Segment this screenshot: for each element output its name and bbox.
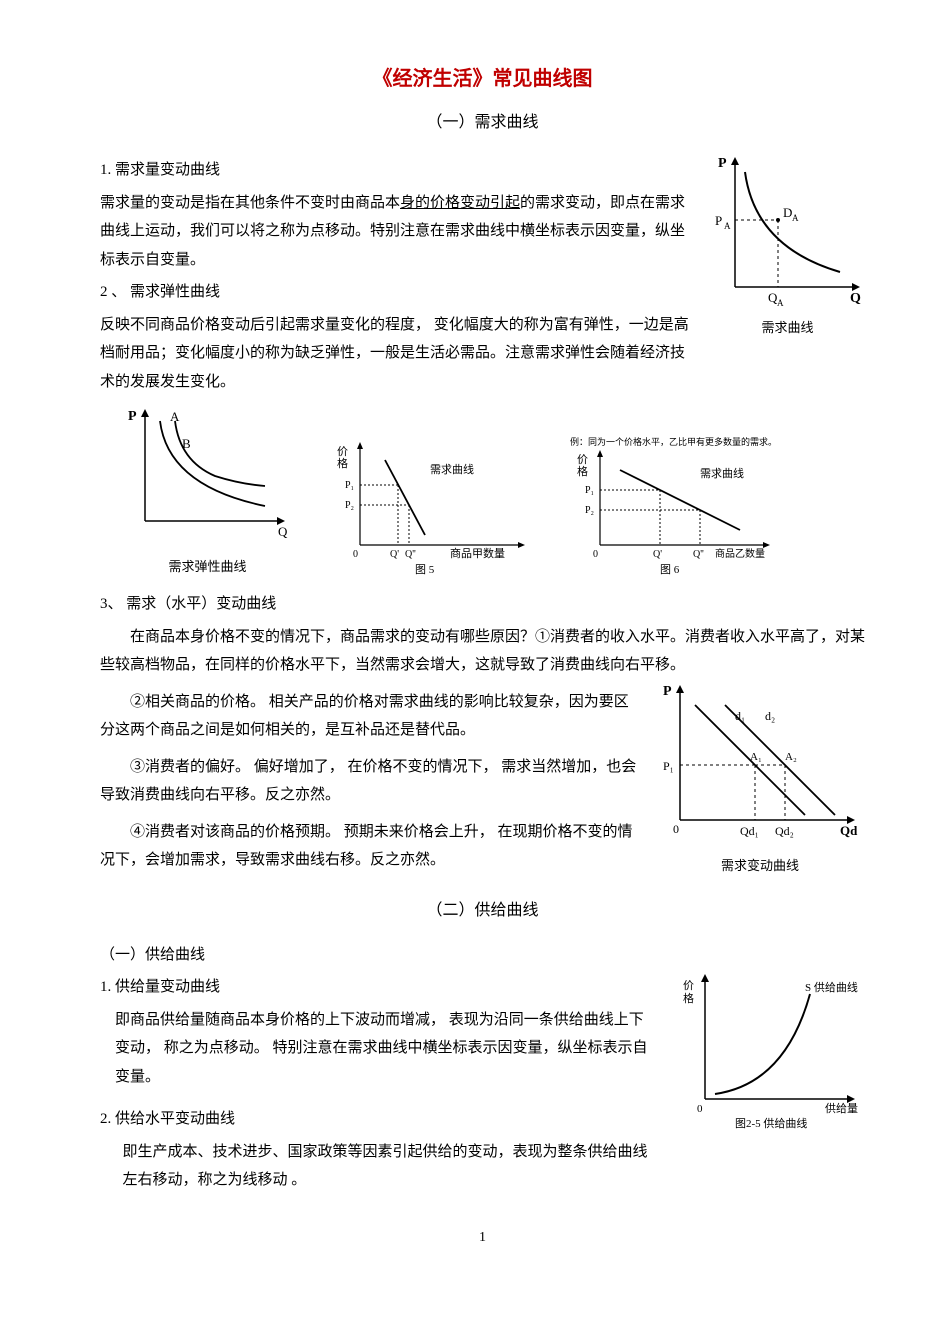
fig5-demand-shift: d₁ d₂ A₁ A₂ P P₁ 0 Qd₁ Qd₂ Qd 需求变动曲线	[655, 680, 865, 879]
fig1-svg: P PA DA QA Q	[710, 152, 865, 312]
svg-text:0: 0	[673, 822, 679, 836]
svg-text:价: 价	[337, 445, 348, 458]
svg-text:S 供给曲线: S 供给曲线	[805, 980, 858, 994]
fig3-svg: 需求曲线 价格 P₁ P₂ 0 Q' Q'' 商品甲数量 图 5	[325, 435, 535, 580]
fig1-demand-curve: P PA DA QA Q 需求曲线	[710, 152, 865, 341]
svg-text:图 6: 图 6	[660, 563, 680, 576]
fig3-good-a: 需求曲线 价格 P₁ P₂ 0 Q' Q'' 商品甲数量 图 5	[325, 435, 535, 580]
svg-text:价: 价	[683, 979, 694, 992]
svg-text:P: P	[663, 684, 672, 699]
svg-text:Q': Q'	[653, 549, 662, 560]
page-title: 《经济生活》常见曲线图	[100, 60, 865, 98]
svg-text:P₂: P₂	[585, 505, 594, 516]
svg-text:Q: Q	[850, 291, 861, 306]
p2s2-line: 2. 供给水平变动曲线	[100, 1105, 657, 1134]
svg-text:格: 格	[577, 464, 588, 478]
svg-text:商品甲数量: 商品甲数量	[450, 546, 505, 560]
s1-title: 需求量变动曲线	[115, 162, 220, 178]
svg-text:P: P	[715, 213, 722, 228]
svg-text:B: B	[182, 436, 191, 451]
svg-text:P₂: P₂	[345, 500, 354, 511]
p2s2-title: 供给水平变动曲线	[115, 1111, 235, 1127]
svg-text:供给量: 供给量	[825, 1101, 858, 1115]
p2s2-num: 2.	[100, 1111, 111, 1127]
svg-text:0: 0	[697, 1103, 703, 1115]
svg-text:Q': Q'	[390, 549, 399, 560]
svg-text:Qd₁: Qd₁	[740, 824, 759, 838]
fig6-supply-curve: S 供给曲线 价格 0 供给量 图2-5 供给曲线	[675, 969, 865, 1129]
p2s1-body: 即商品供给量随商品本身价格的上下波动而增减， 表现为沿同一条供给曲线上下变动， …	[100, 1006, 657, 1092]
s2-num: 2 、	[100, 284, 126, 300]
fig5-svg: d₁ d₂ A₁ A₂ P P₁ 0 Qd₁ Qd₂ Qd	[655, 680, 865, 850]
p2s1-line: 1. 供给量变动曲线	[100, 973, 657, 1002]
s3-p2: ②相关商品的价格。 相关产品的价格对需求曲线的影响比较复杂，因为要区分这两个商品…	[100, 688, 637, 745]
svg-text:Qd: Qd	[840, 823, 858, 838]
s3-p4: ④消费者对该商品的价格预期。 预期未来价格会上升， 在现期价格不变的情况下，会增…	[100, 818, 637, 875]
svg-text:A: A	[170, 409, 180, 424]
part1-heading: （一）需求曲线	[100, 108, 865, 138]
s3-line: 3、 需求（水平）变动曲线	[100, 590, 865, 619]
fig4-curve-label: 需求曲线	[700, 466, 744, 480]
s1-line: 1. 需求量变动曲线	[100, 156, 692, 185]
p2s2-body: 即生产成本、技术进步、国家政策等因素引起供给的变动，表现为整条供给曲线左右移动，…	[100, 1138, 657, 1195]
svg-text:d₁: d₁	[735, 709, 745, 723]
fig3-curve-label: 需求曲线	[430, 462, 474, 476]
svg-text:图 5: 图 5	[415, 563, 435, 576]
s2-line: 2 、 需求弹性曲线	[100, 278, 692, 307]
p2s1-num: 1.	[100, 979, 111, 995]
svg-text:图2-5 供给曲线: 图2-5 供给曲线	[735, 1116, 807, 1129]
svg-text:A: A	[724, 221, 731, 231]
fig2-svg: P A B Q	[120, 406, 295, 551]
p2s1-title: 供给量变动曲线	[115, 979, 220, 995]
svg-text:0: 0	[593, 549, 598, 560]
svg-text:Q'': Q''	[693, 549, 704, 560]
svg-text:Q: Q	[278, 524, 288, 539]
svg-text:价: 价	[577, 453, 588, 466]
svg-text:D: D	[783, 205, 792, 220]
page-number: 1	[100, 1225, 865, 1252]
s3-num: 3、	[100, 596, 123, 612]
s3-p3: ③消费者的偏好。 偏好增加了， 在价格不变的情况下， 需求当然增加，也会导致消费…	[100, 753, 637, 810]
svg-text:P₁: P₁	[663, 759, 674, 773]
s1-body: 需求量的变动是指在其他条件不变时由商品本身的价格变动引起的需求变动，即点在需求曲…	[100, 189, 692, 275]
s2-title: 需求弹性曲线	[130, 284, 220, 300]
svg-text:A: A	[777, 298, 784, 308]
s1-underline: 身的价格变动引起	[400, 195, 520, 211]
elasticity-fig-row: P A B Q 需求弹性曲线 需求曲线 价格 P₁ P₂ 0 Q' Q'' 商品…	[120, 406, 865, 580]
row-supply-1: 1. 供给量变动曲线 即商品供给量随商品本身价格的上下波动而增减， 表现为沿同一…	[100, 969, 865, 1195]
s3-title: 需求（水平）变动曲线	[126, 596, 276, 612]
fig4-good-b: 例：同为一个价格水平，乙比甲有更多数量的需求。 需求曲线 价格 P₁ P₂ 0 …	[565, 435, 785, 580]
row-demand-1: 1. 需求量变动曲线 需求量的变动是指在其他条件不变时由商品本身的价格变动引起的…	[100, 152, 865, 396]
svg-text:格: 格	[337, 456, 348, 470]
svg-text:A: A	[792, 213, 799, 223]
row-demand-shift: ②相关商品的价格。 相关产品的价格对需求曲线的影响比较复杂，因为要区分这两个商品…	[100, 680, 865, 879]
svg-text:d₂: d₂	[765, 709, 775, 723]
svg-text:商品乙数量: 商品乙数量	[715, 547, 765, 560]
fig4-top: 例：同为一个价格水平，乙比甲有更多数量的需求。	[570, 436, 777, 447]
s1-num: 1.	[100, 162, 111, 178]
part2-sub: （一）供给曲线	[100, 941, 865, 970]
svg-text:Q'': Q''	[405, 549, 416, 560]
fig2-elasticity: P A B Q 需求弹性曲线	[120, 406, 295, 580]
svg-text:P: P	[128, 409, 137, 424]
svg-text:P₁: P₁	[345, 480, 354, 491]
fig4-svg: 例：同为一个价格水平，乙比甲有更多数量的需求。 需求曲线 价格 P₁ P₂ 0 …	[565, 435, 785, 580]
svg-text:格: 格	[683, 991, 694, 1005]
fig2-caption: 需求弹性曲线	[120, 555, 295, 580]
svg-text:P₁: P₁	[585, 485, 594, 496]
svg-text:Qd₂: Qd₂	[775, 824, 794, 838]
part2-heading: （二）供给曲线	[100, 896, 865, 926]
s2-body: 反映不同商品价格变动后引起需求量变化的程度， 变化幅度大的称为富有弹性，一边是高…	[100, 311, 692, 397]
s3-p1: 在商品本身价格不变的情况下，商品需求的变动有哪些原因？①消费者的收入水平。消费者…	[100, 623, 865, 680]
svg-text:A₂: A₂	[785, 751, 797, 763]
svg-text:0: 0	[353, 549, 358, 560]
fig1-caption: 需求曲线	[710, 316, 865, 341]
fig5-caption: 需求变动曲线	[655, 854, 865, 879]
svg-text:A₁: A₁	[750, 751, 762, 763]
svg-text:P: P	[718, 156, 727, 171]
fig6-svg: S 供给曲线 价格 0 供给量 图2-5 供给曲线	[675, 969, 865, 1129]
